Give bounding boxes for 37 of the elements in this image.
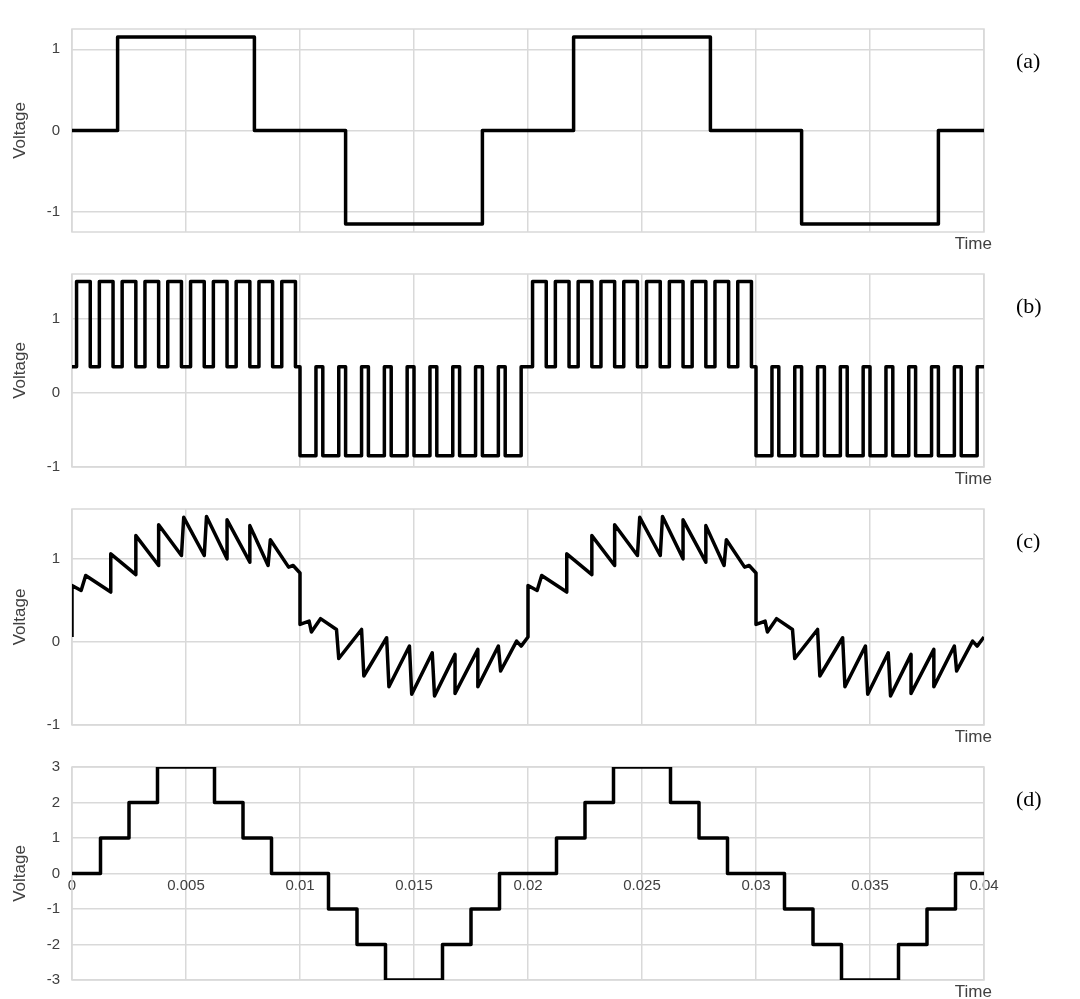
y-tick-label: 1 [51, 39, 60, 57]
text: (a) [1016, 48, 1041, 74]
x-tick-label: 0.025 [623, 875, 661, 893]
y-tick-label: -1 [46, 899, 60, 917]
x-axis-title: Time [954, 234, 992, 253]
x-tick-label: 0.04 [969, 875, 999, 893]
y-axis-title: Voltage [9, 845, 29, 902]
y-tick-label: -2 [46, 934, 60, 952]
x-tick-label: 0.035 [851, 875, 889, 893]
y-tick-label: 1 [51, 308, 60, 326]
y-tick-label: 0 [51, 120, 60, 138]
x-tick-label: 0.015 [395, 875, 433, 893]
y-tick-label: 2 [51, 792, 60, 810]
y-axis-title: Voltage [9, 102, 29, 159]
y-tick-label: 0 [51, 863, 60, 881]
x-tick-label: 0.01 [285, 875, 315, 893]
y-tick-label: -1 [46, 201, 60, 219]
y-tick-label: 0 [51, 382, 60, 400]
y-tick-label: 0 [51, 632, 60, 650]
text: (c) [1016, 528, 1041, 554]
x-tick-label: 0.02 [513, 875, 543, 893]
y-tick-label: -3 [46, 970, 60, 988]
x-tick-label: 0.03 [741, 875, 771, 893]
y-tick-label: 1 [51, 828, 60, 846]
y-tick-label: 1 [51, 548, 60, 566]
x-axis-title: Time [954, 982, 992, 999]
text: (b) [1016, 293, 1042, 319]
x-axis-title: Time [954, 469, 992, 488]
text: (d) [1016, 786, 1042, 812]
y-tick-label: 3 [51, 757, 60, 775]
y-axis-title: Voltage [9, 342, 29, 399]
y-axis-title: Voltage [9, 588, 29, 646]
x-axis-title: Time [954, 727, 992, 746]
x-tick-label: 0.005 [167, 875, 205, 893]
y-tick-label: -1 [46, 457, 60, 475]
y-tick-label: -1 [46, 715, 60, 733]
x-tick-label: 0 [67, 875, 77, 893]
